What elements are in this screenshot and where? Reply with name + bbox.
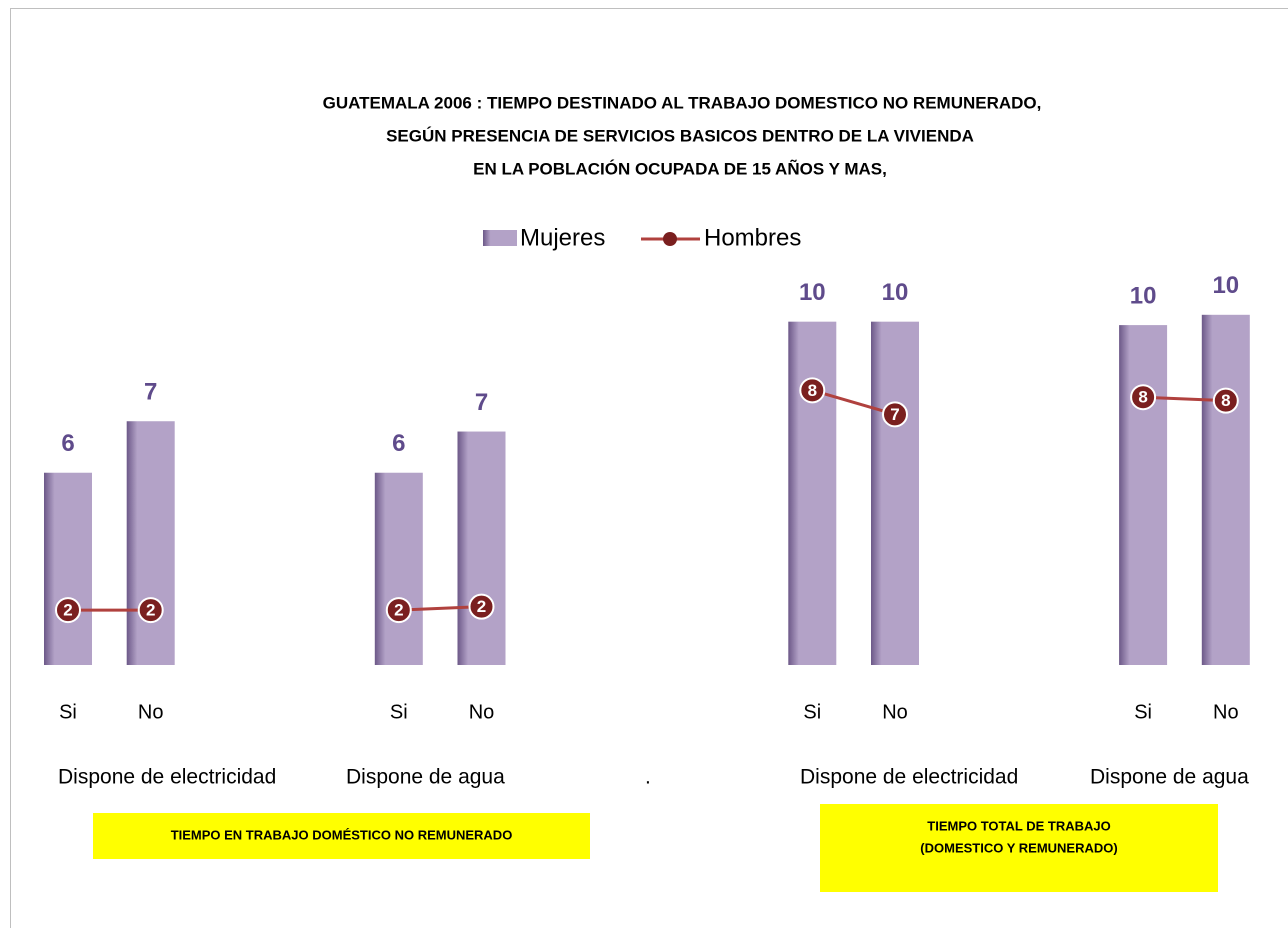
data-label: 2 [394, 601, 403, 620]
x-tick-label: No [138, 701, 164, 723]
line [398, 605, 482, 612]
marker [55, 597, 81, 624]
marker [468, 593, 495, 620]
data-label: 8 [808, 381, 817, 400]
data-label: 8 [1138, 388, 1147, 407]
bar [44, 472, 92, 665]
x-tick-label: No [882, 701, 908, 723]
data-label: 6 [392, 430, 405, 457]
x-tick-label: Si [59, 701, 77, 723]
legend-swatch [483, 230, 517, 246]
bar [1201, 314, 1250, 665]
data-label: 2 [146, 601, 155, 620]
marker [1130, 384, 1157, 411]
bar [1119, 325, 1168, 665]
annotation-box [93, 813, 590, 859]
chart-title: EN LA POBLACIÓN OCUPADA DE 15 AÑOS Y MAS… [473, 158, 887, 178]
marker [1212, 387, 1239, 414]
annotation: TIEMPO TOTAL DE TRABAJO [927, 818, 1110, 833]
annotation: (DOMESTICO Y REMUNERADO) [920, 840, 1117, 855]
legend-label: Hombres [704, 224, 801, 251]
data-label: 10 [882, 279, 909, 306]
line [811, 388, 896, 416]
bar [457, 431, 506, 665]
chart-title: GUATEMALA 2006 : TIEMPO DESTINADO AL TRA… [323, 93, 1042, 112]
legend-label: Mujeres [520, 224, 605, 251]
data-label: 10 [1212, 272, 1239, 299]
x-tick-label: No [1213, 701, 1239, 723]
chart-frame [10, 8, 1288, 928]
data-label: 10 [799, 279, 826, 306]
data-label: 10 [1130, 282, 1157, 309]
group-label: . [645, 766, 651, 789]
data-label: 7 [144, 379, 157, 406]
data-label: 7 [475, 389, 488, 416]
data-label: 2 [477, 597, 486, 616]
x-tick-label: Si [1134, 701, 1152, 723]
x-tick-label: Si [390, 701, 408, 723]
data-label: 2 [63, 601, 72, 620]
group-label: Dispone de agua [346, 766, 505, 789]
data-label: 7 [890, 405, 899, 424]
group-label: Dispone de electricidad [800, 766, 1018, 789]
annotation-box [820, 804, 1218, 892]
bar [126, 421, 175, 665]
x-tick-label: No [469, 701, 495, 723]
marker [882, 401, 908, 428]
marker [799, 377, 826, 404]
group-label: Dispone de agua [1090, 766, 1249, 789]
annotation: TIEMPO EN TRABAJO DOMÉSTICO NO REMUNERAD… [171, 827, 513, 842]
bar [788, 321, 837, 665]
data-label: 6 [61, 430, 74, 457]
chart-title: SEGÚN PRESENCIA DE SERVICIOS BASICOS DEN… [386, 126, 974, 145]
bar [871, 321, 919, 665]
bar [374, 472, 423, 665]
x-tick-label: Si [803, 701, 821, 723]
group-label: Dispone de electricidad [58, 766, 276, 789]
marker [137, 597, 164, 624]
line [1143, 395, 1226, 403]
data-label: 8 [1221, 391, 1230, 410]
legend-swatch [663, 232, 677, 246]
marker [385, 597, 412, 624]
